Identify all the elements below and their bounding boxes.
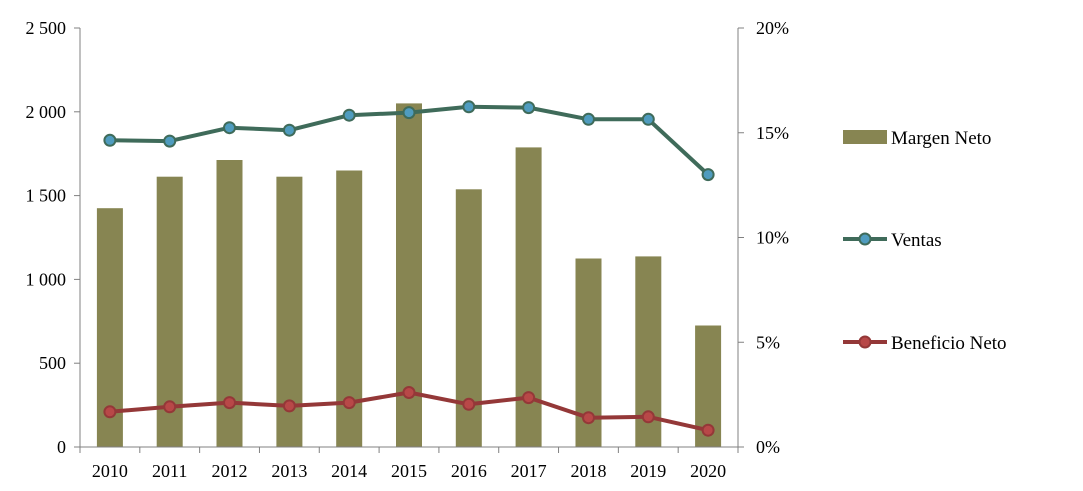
point-ventas-2011 <box>163 134 177 148</box>
point-ventas-2019 <box>641 112 655 126</box>
left-axis-tick-label: 0 <box>57 437 66 457</box>
legend-marker-beneficio-neto <box>858 335 872 349</box>
point-beneficio-neto-2019 <box>641 410 655 424</box>
legend: Margen Neto Ventas Beneficio Neto <box>843 128 1007 354</box>
x-axis-tick-label: 2014 <box>331 461 367 481</box>
right-axis-tick-label: 5% <box>756 332 780 352</box>
right-axis-tick-label: 20% <box>756 18 789 38</box>
point-beneficio-neto-2015 <box>402 386 416 399</box>
right-axis-tick-label: 0% <box>756 437 780 457</box>
axes-layer: 0 500 1 000 1 500 2 000 2 500 0% 5% 10% 15% 20% 201… <box>26 18 790 481</box>
point-ventas-2010 <box>103 133 117 147</box>
point-beneficio-neto-2013 <box>282 399 296 413</box>
legend-label-beneficio-neto: Beneficio Neto <box>891 333 1007 354</box>
point-beneficio-neto-2016 <box>462 397 476 411</box>
left-axis-tick-label: 2 000 <box>26 102 67 122</box>
point-ventas-2018 <box>582 112 595 126</box>
x-axis-tick-label: 2016 <box>451 461 487 481</box>
x-axis-tick-label: 2012 <box>212 461 248 481</box>
x-axis-tick-label: 2010 <box>92 461 128 481</box>
point-ventas-2016 <box>462 100 476 114</box>
legend-marker-ventas <box>858 232 872 246</box>
point-beneficio-neto-2010 <box>103 405 117 419</box>
legend-label-ventas: Ventas <box>891 230 942 251</box>
left-axis-tick-label: 500 <box>39 353 66 373</box>
x-axis-tick-label: 2013 <box>271 461 307 481</box>
point-ventas-2014 <box>342 108 356 122</box>
right-axis-tick-label: 10% <box>756 228 789 248</box>
point-beneficio-neto-2020 <box>701 423 715 437</box>
point-ventas-2017 <box>522 101 536 115</box>
lines-layer <box>103 100 715 437</box>
point-beneficio-neto-2017 <box>522 391 536 405</box>
x-axis-tick-label: 2018 <box>570 461 606 481</box>
point-ventas-2020 <box>701 168 715 182</box>
legend-label-margen-neto: Margen Neto <box>891 128 991 149</box>
point-beneficio-neto-2018 <box>582 411 595 425</box>
left-axis-tick-label: 1 000 <box>26 269 67 289</box>
legend-swatch-margen-neto <box>843 130 887 144</box>
x-axis-tick-label: 2015 <box>391 461 427 481</box>
left-axis-tick-label: 2 500 <box>26 18 67 38</box>
point-beneficio-neto-2011 <box>163 400 177 414</box>
right-axis-tick-label: 15% <box>756 123 789 143</box>
point-beneficio-neto-2012 <box>223 396 236 410</box>
left-axis-tick-label: 1 500 <box>26 186 67 206</box>
point-beneficio-neto-2014 <box>342 396 356 410</box>
point-ventas-2013 <box>282 123 296 137</box>
x-axis-tick-label: 2019 <box>630 461 666 481</box>
point-ventas-2015 <box>402 106 416 120</box>
x-axis-tick-label: 2017 <box>511 461 547 481</box>
x-axis-tick-label: 2011 <box>152 461 187 481</box>
point-ventas-2012 <box>223 121 236 135</box>
x-axis-tick-label: 2020 <box>690 461 726 481</box>
